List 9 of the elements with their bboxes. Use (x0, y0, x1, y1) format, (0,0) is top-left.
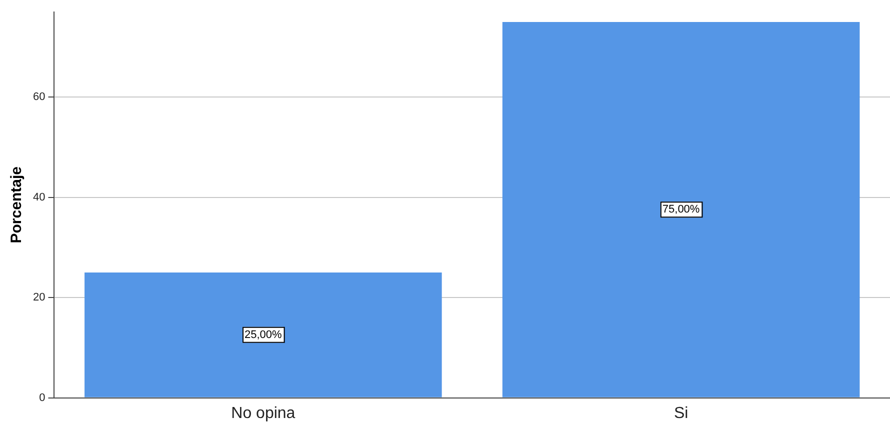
data-label: 25,00% (244, 328, 282, 341)
x-tick-label: Si (674, 404, 688, 422)
y-tick-label: 40 (32, 191, 46, 204)
y-tick-label: 60 (32, 91, 46, 104)
data-label: 75,00% (662, 204, 700, 216)
y-tick-label: 0 (39, 392, 46, 404)
y-tick-label: 20 (32, 292, 46, 304)
y-axis-title: Porcentaje (8, 166, 26, 244)
x-tick-label: No opina (231, 404, 296, 422)
